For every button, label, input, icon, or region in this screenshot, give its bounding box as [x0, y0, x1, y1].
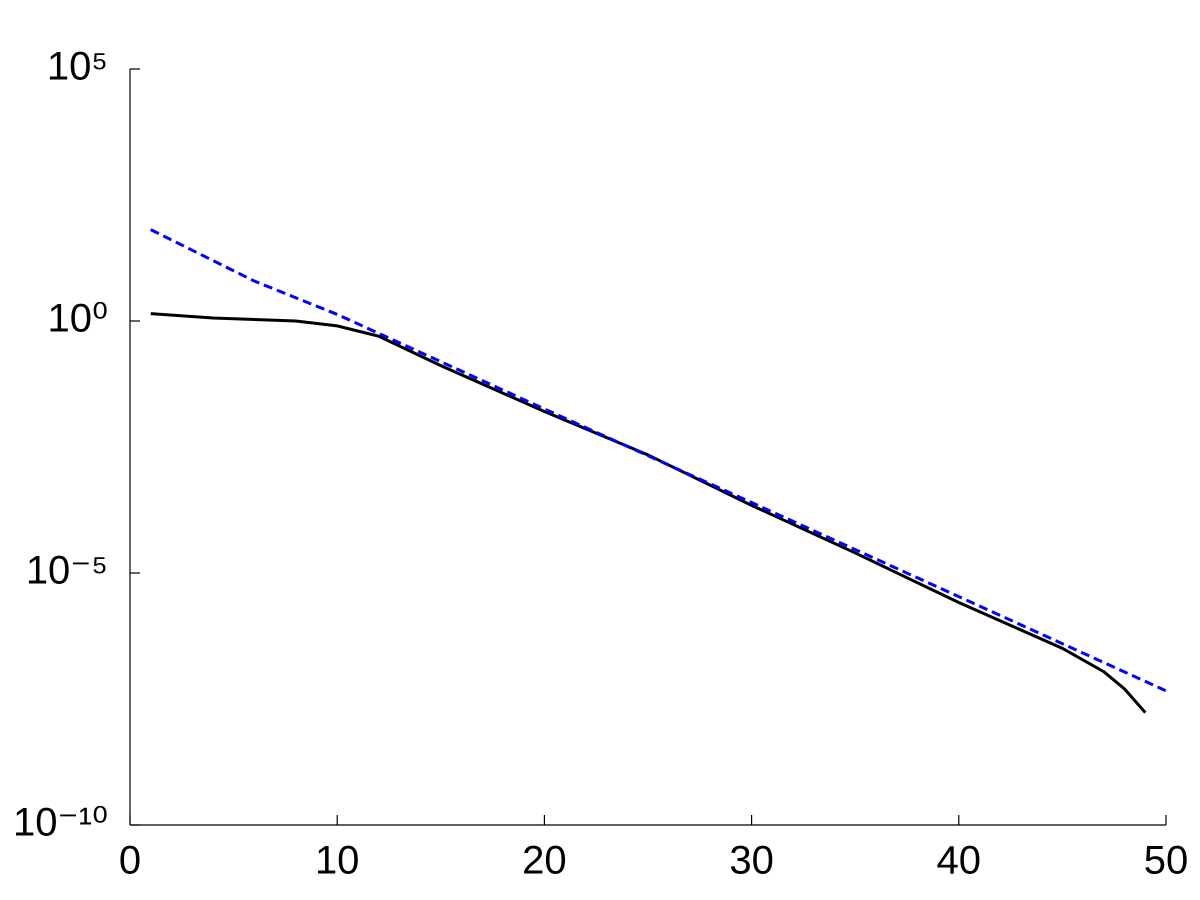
x-tick-label: 50 [1144, 839, 1189, 883]
x-tick-label: 20 [522, 839, 567, 883]
line-series [150, 312, 1147, 714]
x-tick-label: 30 [729, 839, 774, 883]
x-tick-label: 0 [119, 839, 141, 883]
line-series [150, 228, 1167, 693]
x-tick-label: 10 [315, 839, 360, 883]
y-tick-label: 10⁻¹⁰ [13, 801, 108, 845]
y-tick-label: 10⁵ [47, 45, 108, 89]
y-tick-label: 10⁻⁵ [26, 549, 108, 593]
y-tick-label: 10⁰ [47, 297, 108, 341]
x-tick-label: 40 [937, 839, 982, 883]
